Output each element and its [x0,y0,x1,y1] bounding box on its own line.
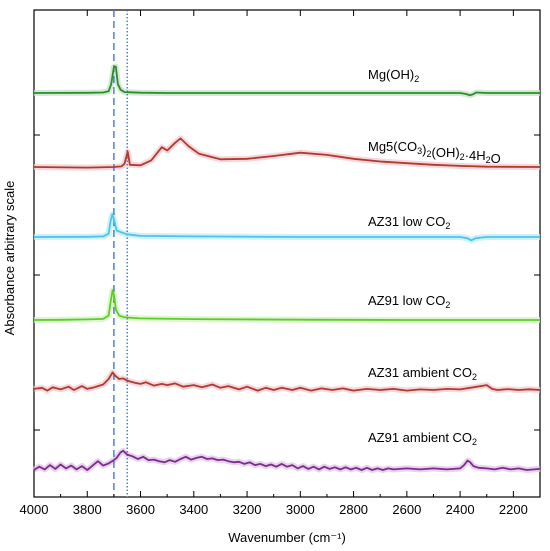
x-tick-label: 2200 [499,502,528,517]
series-label-subscript: 2 [472,437,477,447]
spectrum-line [33,289,540,321]
series-label: AZ31 low CO2 [368,214,450,231]
x-axis-title: Wavenumber (cm⁻¹) [228,530,346,545]
series-label-subscript: 2 [426,149,431,159]
series-label-subscript: 2 [460,152,465,162]
series-label: AZ91 low CO2 [368,293,450,310]
spectrum-bands [32,63,541,473]
x-tick-label: 3000 [286,502,315,517]
x-tick-label: 2600 [392,502,421,517]
series-label-part: Mg5(CO [368,139,417,154]
spectrum-lines [33,65,541,471]
series-label-subscript: 3 [417,146,422,156]
plot-area-border [33,9,541,498]
x-axis-ticks: 4000 3800 3600 3400 3200 3000 2800 2600 2400 2200 [20,10,528,517]
series-label-part: ) [422,142,426,157]
series-label-part: ·4H [465,148,486,163]
series-label: AZ91 ambient CO2 [368,430,477,447]
x-tick-label: 3800 [73,502,102,517]
spectrum-line [33,449,541,471]
spectrum-line [33,65,540,97]
y-axis-title: Absorbance arbitrary scale [2,181,17,336]
x-tick-label: 2800 [339,502,368,517]
spectrum-line [33,213,540,242]
series-label-subscript: 2 [445,221,450,231]
series-label-part: AZ31 ambient CO [368,365,472,380]
series-label-part: (OH) [432,145,460,160]
x-tick-label: 3400 [179,502,208,517]
series-label: AZ31 ambient CO2 [368,365,477,382]
reference-lines [113,10,128,497]
series-label-part: O [491,151,501,166]
x-tick-label: 3200 [233,502,262,517]
x-tick-label: 3600 [126,502,155,517]
spectrum-line [33,371,541,392]
series-label: Mg(OH)2 [368,67,419,84]
plot-frame [33,9,541,498]
series-label-part: AZ91 low CO [368,293,445,308]
x-tick-label: 4000 [20,502,49,517]
spectrum-band [33,63,540,99]
spectrum-line [33,137,541,169]
series-label: Mg5(CO3)2(OH)2·4H2O [368,139,501,166]
series-label-part: Mg(OH) [368,67,414,82]
series-label-part: AZ91 ambient CO [368,430,472,445]
series-label-subscript: 2 [414,74,419,84]
series-label-subscript: 2 [472,372,477,382]
series-label-part: AZ31 low CO [368,214,445,229]
y-axis-ticks [34,134,540,431]
x-tick-label: 2400 [446,502,475,517]
series-label-subscript: 2 [445,300,450,310]
series-label-subscript: 2 [486,155,491,165]
